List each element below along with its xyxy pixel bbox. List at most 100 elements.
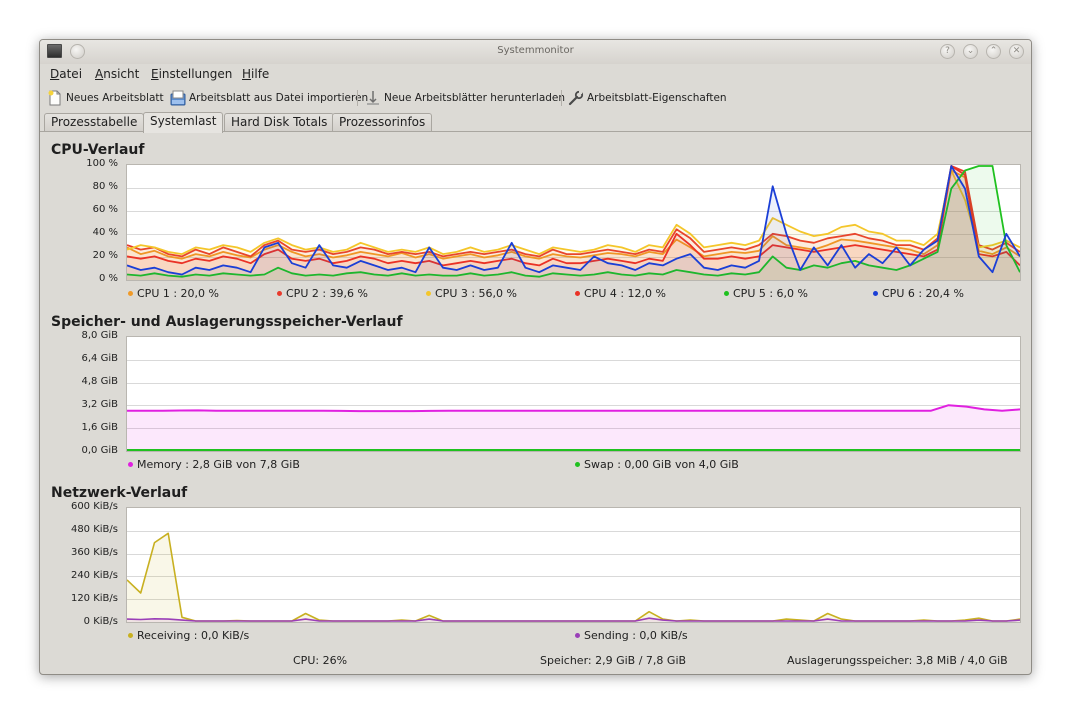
import-sheet-label: Arbeitsblatt aus Datei importieren <box>189 92 369 104</box>
cpu-legend-item: CPU 4 : 12,0 % <box>575 287 666 300</box>
sheet-properties-button[interactable]: Arbeitsblatt-Eigenschaften <box>568 88 727 108</box>
series-line-memory <box>127 404 1020 413</box>
window-title: Systemmonitor <box>497 45 574 56</box>
series-line-cpu-1 <box>127 169 1020 260</box>
swap-legend-item: Swap : 0,00 GiB von 4,0 GiB <box>575 458 739 471</box>
legend-label: Memory : 2,8 GiB von 7,8 GiB <box>137 458 300 471</box>
series-area-cpu-5 <box>127 166 1020 280</box>
network-y-tick: 600 KiB/s <box>70 501 118 512</box>
network-history-plot <box>126 507 1021 623</box>
legend-label: CPU 5 : 6,0 % <box>733 287 809 300</box>
cpu-legend-item: CPU 6 : 20,4 % <box>873 287 964 300</box>
menu-datei-mnemonic: D <box>50 67 60 81</box>
memory-section-title: Speicher- und Auslagerungsspeicher-Verla… <box>51 314 403 330</box>
cpu-legend-item: CPU 2 : 39,6 % <box>277 287 368 300</box>
title-bar[interactable]: Systemmonitor ? ⌄ ⌃ ✕ <box>40 40 1031 64</box>
import-sheet-button[interactable]: Arbeitsblatt aus Datei importieren <box>170 88 368 108</box>
tab-prozesstabelle[interactable]: Prozesstabelle <box>44 113 145 132</box>
menu-datei[interactable]: Datei <box>50 67 82 81</box>
cpu-y-tick: 20 % <box>92 250 118 261</box>
pin-icon[interactable] <box>70 44 85 59</box>
network-section-title: Netzwerk-Verlauf <box>51 485 188 501</box>
network-y-tick: 360 KiB/s <box>70 547 118 558</box>
status-cpu: CPU: 26% <box>293 654 348 667</box>
legend-dot <box>575 461 580 467</box>
legend-dot <box>128 290 133 296</box>
series-area-cpu-1 <box>127 170 1020 280</box>
toolbar-separator <box>357 90 358 106</box>
series-area-cpu-4 <box>127 166 1020 280</box>
tab-systemlast[interactable]: Systemlast <box>143 112 224 133</box>
close-icon[interactable]: ✕ <box>1009 44 1024 59</box>
tab-prozessorinfos[interactable]: Prozessorinfos <box>332 113 433 132</box>
memory-legend-item: Memory : 2,8 GiB von 7,8 GiB <box>128 458 300 471</box>
app-icon[interactable] <box>47 44 62 58</box>
menu-hilfe[interactable]: Hilfe <box>242 67 269 81</box>
sheet-properties-label: Arbeitsblatt-Eigenschaften <box>587 92 727 104</box>
legend-dot <box>128 461 133 467</box>
series-area-cpu-3 <box>127 170 1020 280</box>
maximize-icon[interactable]: ⌃ <box>986 44 1001 59</box>
memory-y-tick: 3,2 GiB <box>81 399 118 410</box>
legend-label: CPU 1 : 20,0 % <box>137 287 220 300</box>
menu-einstellungen[interactable]: Einstellungen <box>151 67 232 81</box>
toolbar: Neues Arbeitsblatt Arbeitsblatt aus Date… <box>40 86 1031 108</box>
toolbar-separator <box>561 90 562 106</box>
series-line-cpu-5 <box>127 165 1020 278</box>
minimize-icon[interactable]: ⌄ <box>963 44 978 59</box>
memory-history-plot <box>126 336 1021 452</box>
legend-label: CPU 3 : 56,0 % <box>435 287 518 300</box>
series-line-receiving <box>127 532 1020 622</box>
new-document-icon <box>47 90 63 106</box>
memory-y-tick: 6,4 GiB <box>81 353 118 364</box>
new-sheet-button[interactable]: Neues Arbeitsblatt <box>47 88 164 108</box>
legend-dot <box>575 632 580 638</box>
network-y-tick: 480 KiB/s <box>70 524 118 535</box>
network-y-tick: 0 KiB/s <box>83 616 118 627</box>
tab-bar: Prozesstabelle Systemlast Hard Disk Tota… <box>40 112 1031 133</box>
memory-y-tick: 1,6 GiB <box>81 422 118 433</box>
wrench-icon <box>568 90 584 106</box>
legend-label: CPU 6 : 20,4 % <box>882 287 965 300</box>
menu-einstellungen-mnemonic: E <box>151 67 159 81</box>
new-sheet-label: Neues Arbeitsblatt <box>66 92 164 104</box>
cpu-y-tick: 40 % <box>92 227 118 238</box>
legend-label: Sending : 0,0 KiB/s <box>584 629 688 642</box>
cpu-history-plot <box>126 164 1021 281</box>
series-line-cpu-3 <box>127 169 1020 255</box>
menu-hilfe-label: ilfe <box>251 67 270 81</box>
cpu-section-title: CPU-Verlauf <box>51 142 145 158</box>
menu-einstellungen-label: instellungen <box>158 67 233 81</box>
menu-datei-label: atei <box>59 67 83 81</box>
series-area-memory <box>127 405 1020 451</box>
status-swap: Auslagerungsspeicher: 3,8 MiB / 4,0 GiB <box>787 654 1008 667</box>
series-line-cpu-4 <box>127 165 1020 267</box>
cpu-y-tick: 60 % <box>92 204 118 215</box>
cpu-y-tick: 100 % <box>86 158 118 169</box>
tab-hard-disk-totals[interactable]: Hard Disk Totals <box>224 113 335 132</box>
cpu-legend-item: CPU 5 : 6,0 % <box>724 287 808 300</box>
download-icon <box>365 90 381 106</box>
menu-bar: Datei Ansicht Einstellungen Hilfe <box>40 64 1031 84</box>
legend-dot <box>277 290 282 296</box>
legend-dot <box>426 290 431 296</box>
menu-ansicht[interactable]: Ansicht <box>95 67 139 81</box>
memory-y-tick: 4,8 GiB <box>81 376 118 387</box>
help-icon[interactable]: ? <box>940 44 955 59</box>
series-line-cpu-6 <box>127 165 1020 276</box>
sending-legend-item: Sending : 0,0 KiB/s <box>575 629 688 642</box>
cpu-legend-item: CPU 3 : 56,0 % <box>426 287 517 300</box>
cpu-legend-item: CPU 1 : 20,0 % <box>128 287 219 300</box>
systemmonitor-window: Systemmonitor ? ⌄ ⌃ ✕ Datei Ansicht Eins… <box>39 39 1032 675</box>
cpu-y-tick: 0 % <box>98 273 118 284</box>
memory-y-tick: 0,0 GiB <box>81 445 118 456</box>
series-line-cpu-2 <box>127 165 1020 258</box>
legend-dot <box>128 632 133 638</box>
download-sheets-button[interactable]: Neue Arbeitsblätter herunterladen <box>365 88 565 108</box>
legend-label: Swap : 0,00 GiB von 4,0 GiB <box>584 458 739 471</box>
menu-ansicht-label: nsicht <box>103 67 140 81</box>
network-history-svg <box>127 531 1020 622</box>
legend-label: Receiving : 0,0 KiB/s <box>137 629 250 642</box>
tab-divider <box>40 131 1031 132</box>
memory-history-svg <box>127 360 1020 451</box>
